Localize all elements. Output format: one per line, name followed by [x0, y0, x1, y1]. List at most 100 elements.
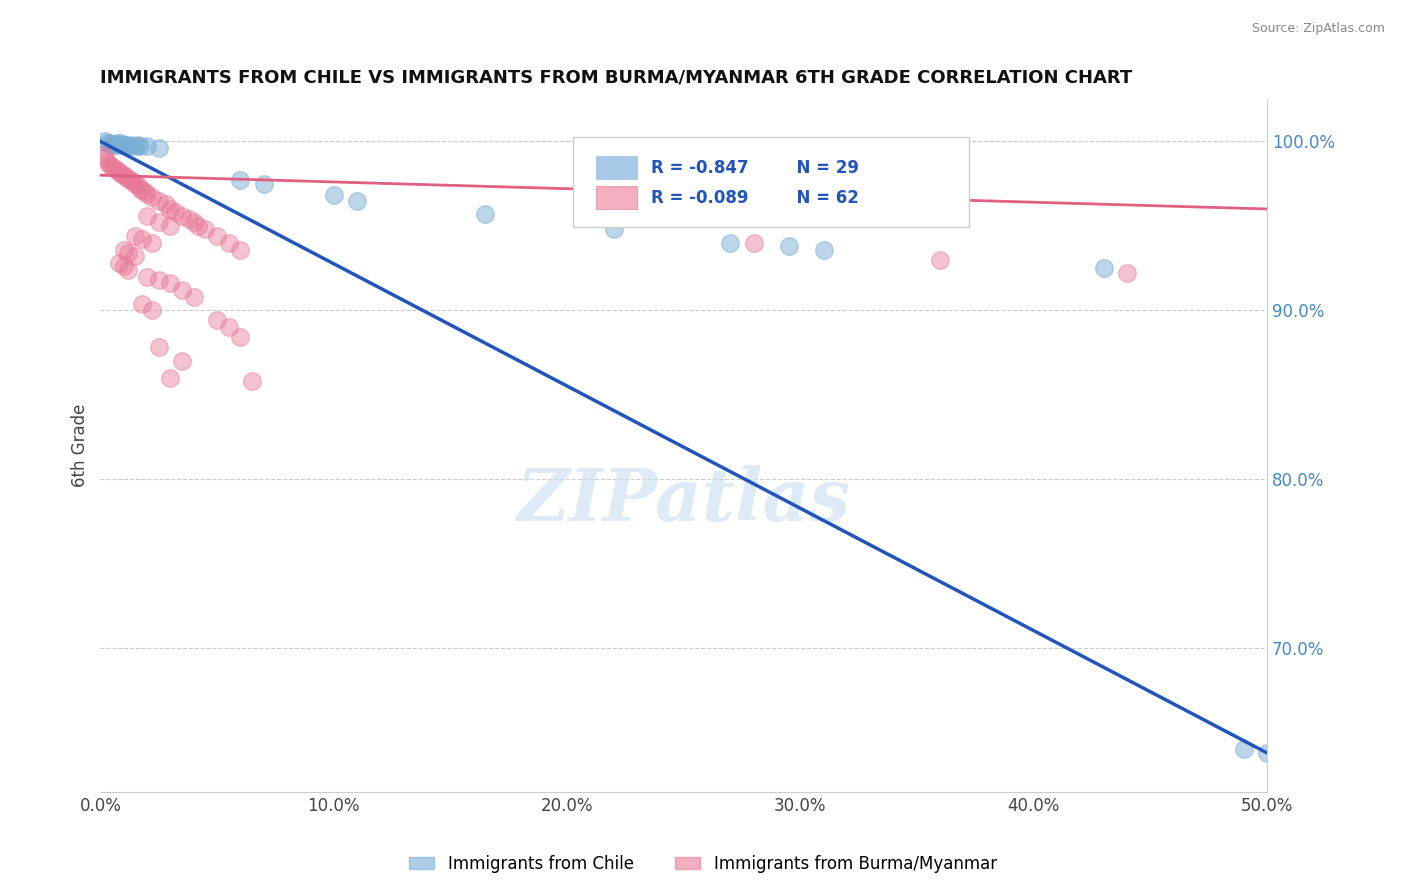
Point [322, 188, 344, 202]
Point [120, 137, 142, 152]
Point [127, 137, 149, 152]
Point [112, 260, 135, 274]
Point [148, 194, 170, 208]
Point [183, 215, 205, 229]
Y-axis label: 6th Grade: 6th Grade [72, 404, 89, 487]
Point [112, 168, 135, 182]
Point [131, 296, 153, 310]
FancyBboxPatch shape [596, 156, 637, 178]
Point [159, 219, 181, 233]
Point [105, 136, 128, 150]
Point [929, 252, 952, 267]
Point [218, 235, 240, 250]
Point [170, 209, 193, 223]
Point [1256, 746, 1278, 760]
Point [136, 186, 159, 201]
Point [159, 371, 181, 385]
Point [110, 167, 132, 181]
Point [229, 243, 252, 257]
Point [129, 182, 152, 196]
Point [253, 177, 276, 191]
Point [718, 235, 741, 250]
Point [183, 290, 205, 304]
Text: R = -0.089: R = -0.089 [651, 188, 748, 207]
Point [115, 137, 138, 152]
Point [110, 136, 132, 150]
Point [103, 137, 125, 152]
Point [148, 141, 170, 155]
Point [474, 207, 496, 221]
Point [91, 148, 114, 162]
Point [108, 165, 131, 179]
Point [778, 239, 800, 253]
Point [170, 354, 193, 368]
Point [101, 160, 124, 174]
Point [1232, 742, 1254, 756]
Point [94, 135, 117, 149]
Point [112, 137, 135, 152]
Point [136, 209, 159, 223]
Legend: Immigrants from Chile, Immigrants from Burma/Myanmar: Immigrants from Chile, Immigrants from B… [402, 848, 1004, 880]
Point [117, 171, 139, 186]
Point [155, 197, 177, 211]
Point [103, 161, 125, 176]
Point [148, 341, 170, 355]
Point [813, 243, 835, 257]
Point [159, 277, 181, 291]
Point [105, 163, 128, 178]
Text: Source: ZipAtlas.com: Source: ZipAtlas.com [1251, 22, 1385, 36]
Point [94, 151, 117, 165]
Text: N = 62: N = 62 [785, 188, 859, 207]
Point [112, 243, 135, 257]
Point [117, 139, 139, 153]
Text: IMMIGRANTS FROM CHILE VS IMMIGRANTS FROM BURMA/MYANMAR 6TH GRADE CORRELATION CHA: IMMIGRANTS FROM CHILE VS IMMIGRANTS FROM… [100, 69, 1133, 87]
Point [1092, 261, 1115, 276]
Point [240, 374, 263, 388]
Point [148, 215, 170, 229]
Text: N = 29: N = 29 [785, 159, 859, 177]
FancyBboxPatch shape [572, 137, 969, 227]
Point [98, 158, 121, 172]
Point [170, 283, 193, 297]
Point [218, 320, 240, 334]
Point [229, 330, 252, 344]
Point [134, 185, 156, 199]
Point [205, 313, 228, 327]
Point [120, 173, 142, 187]
Point [159, 202, 181, 216]
Point [127, 178, 149, 193]
Point [117, 246, 139, 260]
Point [117, 262, 139, 277]
Point [205, 229, 228, 244]
Point [96, 154, 118, 169]
Text: ZIPatlas: ZIPatlas [516, 466, 851, 536]
Point [96, 136, 118, 150]
Point [101, 137, 124, 152]
Point [124, 139, 146, 153]
Point [141, 235, 163, 250]
Point [124, 177, 146, 191]
Point [346, 194, 368, 208]
Point [229, 173, 252, 187]
Point [131, 232, 153, 246]
Point [742, 235, 765, 250]
Point [115, 169, 138, 184]
Point [136, 139, 159, 153]
Point [129, 139, 152, 153]
FancyBboxPatch shape [596, 186, 637, 209]
Point [602, 222, 624, 236]
Point [124, 229, 146, 244]
Point [1116, 266, 1139, 280]
Point [136, 269, 159, 284]
Point [141, 303, 163, 318]
Point [163, 205, 186, 219]
Point [148, 273, 170, 287]
Point [108, 137, 131, 152]
Point [108, 256, 131, 270]
Point [141, 190, 163, 204]
Point [187, 219, 209, 233]
Point [122, 175, 145, 189]
Point [124, 249, 146, 263]
Point [194, 222, 217, 236]
Point [177, 212, 200, 227]
